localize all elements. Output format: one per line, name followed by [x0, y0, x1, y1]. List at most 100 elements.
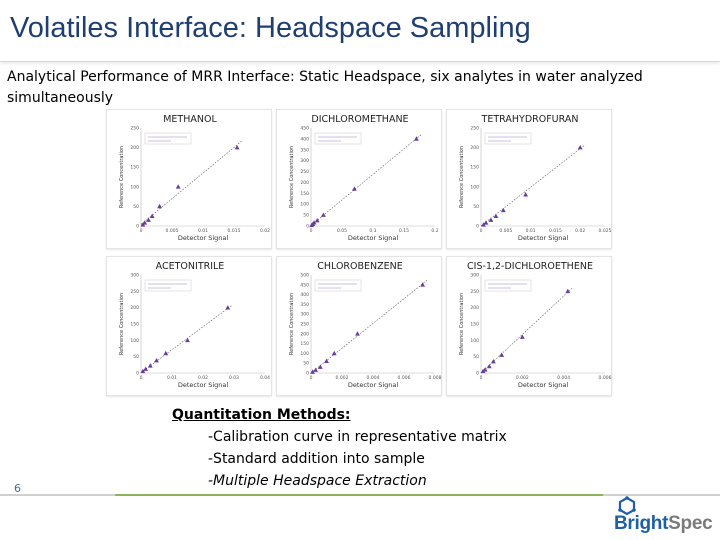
y-tick-label: 300	[300, 312, 309, 318]
y-tick-label: 100	[470, 184, 479, 190]
logo-text-spec: Spec	[668, 513, 713, 534]
legend-box	[314, 279, 362, 292]
x-tick-label: 0	[140, 228, 143, 234]
legend-box	[314, 132, 362, 145]
y-tick-label: 100	[300, 351, 309, 357]
chart-panel-methanol: 0 50 100 150 200 250 0 0.005 0.01 0.015 0.02 Detect…	[106, 109, 272, 249]
y-tick-label: 200	[300, 331, 309, 337]
y-tick-label: 150	[300, 341, 309, 347]
y-tick-label: 0	[306, 371, 309, 377]
y-tick-label: 250	[300, 169, 309, 175]
x-axis-label: Detector Signal	[348, 234, 399, 242]
y-tick-label: 350	[300, 302, 309, 308]
trendline	[310, 279, 429, 374]
y-tick-label: 0	[476, 371, 479, 377]
data-point	[481, 222, 486, 227]
x-axis-label: Detector Signal	[178, 381, 229, 389]
y-tick-label: 50	[473, 204, 479, 210]
y-tick-label: 200	[300, 180, 309, 186]
data-point	[523, 192, 529, 197]
x-tick-label: 0.15	[399, 228, 409, 234]
data-point	[493, 213, 499, 218]
y-tick-label: 250	[130, 289, 139, 295]
y-axis-label: Reference Concentration	[459, 146, 465, 208]
data-point	[175, 184, 181, 189]
title-bar: Volatiles Interface: Headspace Sampling	[0, 0, 720, 62]
y-tick-label: 150	[470, 322, 479, 328]
legend-box	[144, 132, 192, 145]
y-tick-label: 200	[130, 145, 139, 151]
data-point	[317, 364, 323, 369]
x-tick-label: 0.02	[198, 375, 208, 381]
x-tick-label: 0.002	[336, 375, 349, 381]
x-tick-label: 0.2	[431, 228, 438, 234]
y-tick-label: 150	[300, 191, 309, 197]
x-tick-label: 0.006	[599, 375, 612, 381]
x-tick-label: 0.03	[229, 375, 239, 381]
y-axis-label: Reference Concentration	[289, 146, 295, 208]
footer-accent-divider	[115, 494, 603, 496]
trendline	[480, 144, 586, 227]
x-axis-label: Detector Signal	[348, 381, 399, 389]
x-tick-label: 0.05	[337, 228, 347, 234]
data-point	[157, 203, 162, 209]
page-number: 6	[14, 482, 21, 495]
slide-title: Volatiles Interface: Headspace Sampling	[10, 12, 531, 44]
y-tick-label: 0	[136, 224, 139, 230]
y-tick-label: 50	[303, 361, 309, 367]
logo-wordmark: BrightSpec	[614, 513, 713, 535]
logo-text-bright: Bright	[614, 513, 669, 534]
chart-svg: 0 50 100 150 200 250 300 350 400 450 500 0 0.002 0.00…	[289, 273, 442, 390]
y-tick-label: 250	[470, 126, 479, 132]
x-tick-label: 0.1	[369, 228, 376, 234]
chart-title: TETRAHYDROFURAN	[481, 114, 579, 125]
data-point	[313, 367, 319, 372]
x-tick-label: 0.004	[557, 375, 570, 381]
x-tick-label: 0	[140, 375, 143, 381]
y-tick-label: 300	[130, 273, 139, 279]
footer-divider	[603, 494, 720, 496]
y-tick-label: 500	[300, 273, 309, 279]
y-tick-label: 450	[300, 282, 309, 288]
y-tick-label: 200	[470, 145, 479, 151]
x-axis-label: Detector Signal	[178, 234, 229, 242]
x-tick-label: 0.005	[499, 228, 512, 234]
chart-svg: 0 50 100 150 200 250 300 0 0.002 0.004 0.006 Detect…	[459, 273, 612, 390]
y-tick-label: 150	[130, 165, 139, 171]
y-axis-label: Reference Concentration	[119, 146, 125, 208]
trendline	[480, 287, 573, 374]
chart-title: CIS-1,2-DICHLOROETHENE	[467, 261, 593, 272]
data-point	[331, 350, 337, 356]
y-tick-label: 250	[300, 322, 309, 328]
x-tick-label: 0.04	[260, 375, 270, 381]
x-tick-label: 0.015	[549, 228, 562, 234]
y-tick-label: 100	[130, 338, 139, 344]
data-point	[149, 213, 155, 218]
data-point	[310, 369, 315, 374]
chart-panel-dichloromethane: 0 50 100 150 200 250 300 350 400 450 0 0.05 0.1 0.15 0…	[276, 109, 442, 249]
trendline	[140, 304, 233, 373]
chart-panel-chlorobenzene: 0 50 100 150 200 250 300 350 400 450 500 0 0.002 0.00…	[276, 256, 442, 396]
chart-svg: 0 50 100 150 200 250 0 0.005 0.01 0.015 0.02 0.025 D…	[459, 126, 612, 243]
y-tick-label: 450	[300, 126, 309, 132]
y-tick-label: 200	[130, 305, 139, 311]
data-point	[352, 186, 357, 191]
y-tick-label: 50	[303, 213, 309, 219]
data-point	[483, 220, 489, 225]
chart-title: METHANOL	[163, 114, 217, 125]
data-point	[519, 334, 525, 339]
y-tick-label: 100	[130, 184, 139, 190]
data-point	[321, 212, 326, 217]
x-tick-label: 0	[480, 375, 483, 381]
y-tick-label: 200	[470, 305, 479, 311]
data-point	[142, 220, 148, 225]
legend-box	[484, 279, 532, 292]
x-tick-label: 0.005	[166, 228, 179, 234]
data-point	[577, 145, 583, 150]
methods-item: -Calibration curve in representative mat…	[208, 429, 507, 445]
chart-title: CHLOROBENZENE	[317, 261, 403, 272]
x-tick-label: 0.02	[260, 228, 270, 234]
trendline	[140, 140, 243, 225]
chart-svg: 0 50 100 150 200 250 300 350 400 450 0 0.05 0.1 0.15 0…	[289, 126, 439, 243]
x-tick-label: 0.01	[198, 228, 208, 234]
